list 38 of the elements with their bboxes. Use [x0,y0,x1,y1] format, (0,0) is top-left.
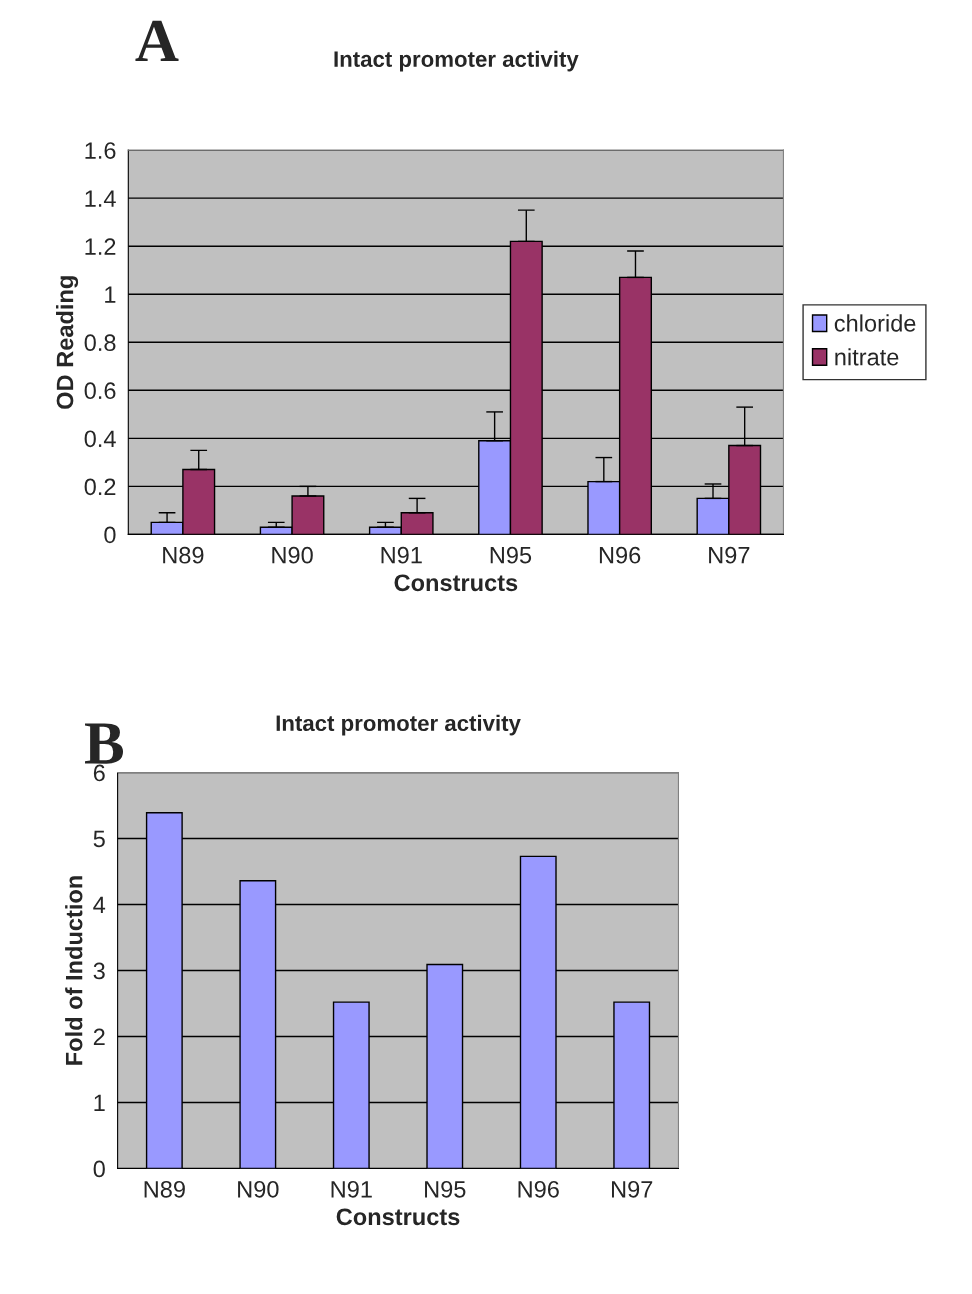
y-axis-title: OD Reading [56,276,79,409]
x-tick-label: N91 [381,546,422,564]
y-tick-label: 1.4 [85,190,116,207]
y-tick-label: 4 [93,896,106,914]
y-tick-label: 0.2 [84,478,116,496]
x-tick-label: N89 [163,546,204,564]
chart-title: Intact promoter activity [276,714,521,736]
y-tick-label: 1 [105,286,116,303]
y-axis-title: Fold of Induction [65,876,83,1065]
y-tick-label: 0 [104,526,116,544]
x-axis-title: Constructs [394,574,518,592]
x-tick-label: N90 [238,1180,279,1198]
text: A [135,20,179,62]
x-tick-label: N96 [599,546,641,564]
x-tick-label: N97 [709,546,750,564]
chart-title: Intact promoter activity [334,50,579,72]
legend-label: chloride [834,314,916,332]
y-tick-label: 1 [94,1094,105,1112]
y-tick-label: 1.2 [85,238,116,255]
x-tick-label: N95 [490,546,532,564]
y-tick-label: 3 [93,962,105,980]
y-tick-label: 5 [93,830,105,848]
legend-label: nitrate [835,348,899,366]
y-tick-label: 2 [93,1028,105,1046]
x-axis-title: Constructs [336,1208,460,1226]
y-tick-label: 0.8 [84,334,116,352]
y-tick-label: 1.6 [85,142,116,159]
x-tick-label: N90 [272,546,313,564]
y-tick-label: 0.6 [84,382,116,400]
x-tick-label: N95 [425,1180,466,1198]
y-tick-label: 0 [93,1160,105,1178]
x-tick-label: N96 [518,1180,559,1198]
x-tick-label: N97 [612,1180,653,1198]
y-tick-label: 6 [93,764,105,782]
x-tick-label: N91 [331,1180,372,1198]
y-tick-label: 0.4 [84,430,116,448]
text: B [84,723,124,764]
x-tick-label: N89 [144,1180,185,1198]
